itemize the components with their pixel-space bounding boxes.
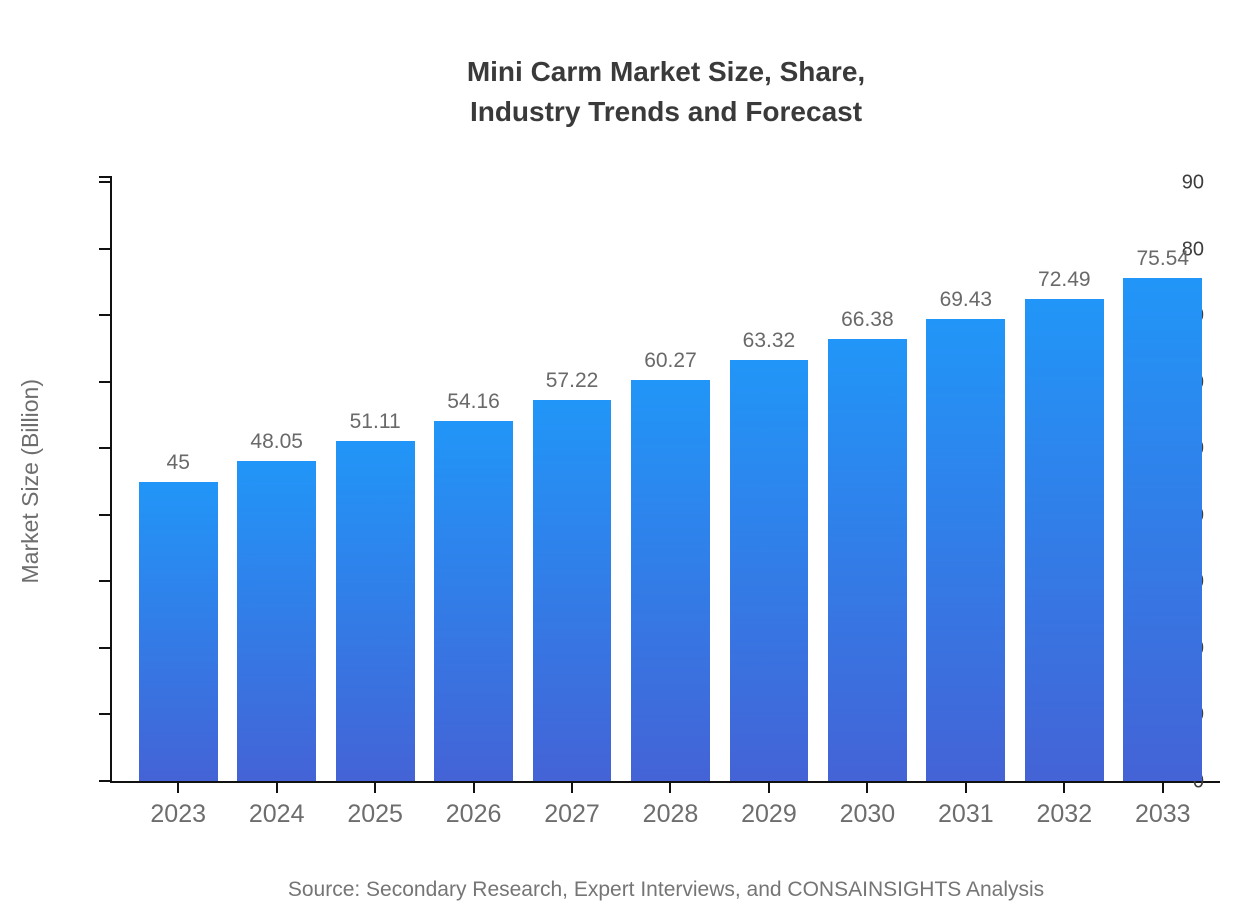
y-axis-title: Market Size (Billion) [12, 182, 48, 781]
bar-slot-2033: 75.54 2033 [1114, 182, 1212, 828]
bar-slot-2029: 63.32 2029 [720, 182, 818, 828]
bar-2024 [237, 461, 317, 781]
bar-slot-2025: 51.11 2025 [326, 182, 424, 828]
y-tick [99, 314, 110, 317]
bar-slot-2028: 60.27 2028 [621, 182, 719, 828]
bar-slot-2030: 66.38 2030 [818, 182, 916, 828]
bar-slot-2032: 72.49 2032 [1015, 182, 1113, 828]
bar-2029 [729, 359, 809, 781]
y-tick-label: 90 [1181, 171, 1204, 194]
y-tick [99, 513, 110, 516]
bar-2033 [1123, 278, 1203, 781]
x-tick [177, 783, 180, 793]
bar-slot-2026: 54.16 2026 [424, 182, 522, 828]
x-axis-category-label: 2026 [445, 800, 502, 828]
chart-title-line-2: Industry Trends and Forecast [469, 96, 863, 127]
y-tick [99, 646, 110, 649]
y-tick [99, 713, 110, 716]
x-tick [571, 783, 574, 793]
bar-2025 [335, 440, 415, 781]
x-tick [1161, 783, 1164, 793]
bar-slot-2023: 45 2023 [129, 182, 227, 828]
chart-title: Mini Carm Market Size, Share, Industry T… [112, 52, 1220, 132]
bar-value-label: 60.27 [644, 348, 697, 372]
x-axis-category-label: 2031 [938, 800, 994, 828]
bar-2031 [926, 318, 1006, 781]
source-note: Source: Secondary Research, Expert Inter… [287, 878, 1045, 901]
chart-title-line-1: Mini Carm Market Size, Share, [466, 56, 866, 87]
x-axis-category-label: 2029 [741, 800, 797, 828]
x-tick [275, 783, 278, 793]
bar-2026 [434, 420, 513, 781]
bar-value-label: 69.43 [939, 287, 993, 311]
bar-slot-2027: 57.22 2027 [523, 182, 621, 828]
x-tick [866, 783, 869, 793]
plot-area: 0102030405060708090 45202348.05202451.11… [99, 172, 1220, 828]
x-axis-category-label: 2032 [1036, 800, 1093, 828]
x-tick [964, 783, 967, 793]
y-tick-label: 80 [1181, 238, 1204, 261]
y-tick [99, 780, 110, 782]
y-axis-title-text: Market Size (Billion) [16, 379, 43, 584]
x-axis-category-label: 2024 [248, 800, 305, 828]
bar-value-label: 45 [166, 450, 190, 474]
y-tick-label: 0 [1192, 770, 1204, 793]
bar-value-label: 51.11 [349, 409, 401, 433]
x-tick [1063, 783, 1066, 793]
y-axis-line [110, 176, 112, 783]
bar-2023 [138, 481, 218, 781]
bar-value-label: 66.38 [841, 308, 894, 332]
bar-2032 [1024, 298, 1104, 781]
bar-2030 [828, 339, 907, 781]
bar-value-label: 63.32 [742, 328, 796, 352]
bar-value-label: 48.05 [250, 430, 303, 454]
x-tick [472, 783, 475, 793]
bar-value-label: 72.49 [1038, 267, 1091, 291]
bar-value-label: 54.16 [447, 389, 500, 413]
x-tick [669, 783, 672, 793]
x-axis-line [110, 781, 1220, 783]
x-axis-category-label: 2028 [642, 800, 699, 828]
x-tick [374, 783, 377, 793]
y-tick [99, 580, 110, 583]
y-tick [99, 247, 110, 250]
y-tick [99, 447, 110, 450]
bar-slot-2031: 69.43 2031 [917, 182, 1015, 828]
x-axis-category-label: 2033 [1134, 800, 1191, 828]
bar-value-label: 57.22 [545, 369, 599, 393]
bar-value-label: 75.54 [1136, 247, 1190, 271]
y-axis-end-cap [99, 176, 110, 178]
x-axis-category-label: 2030 [839, 800, 896, 828]
bar-2027 [532, 400, 612, 781]
bar-slot-2024: 48.05 2024 [227, 182, 325, 828]
y-tick [99, 380, 110, 383]
bars-container: 45 2023 48.05 2024 51.11 2025 54.16 2026 57.22 20… [129, 182, 1212, 828]
x-axis-category-label: 2025 [347, 800, 403, 828]
x-axis-category-label: 2027 [544, 800, 600, 828]
x-axis-category-label: 2023 [150, 800, 207, 828]
bar-2028 [631, 379, 710, 781]
x-tick [767, 783, 770, 793]
y-tick [99, 181, 110, 183]
